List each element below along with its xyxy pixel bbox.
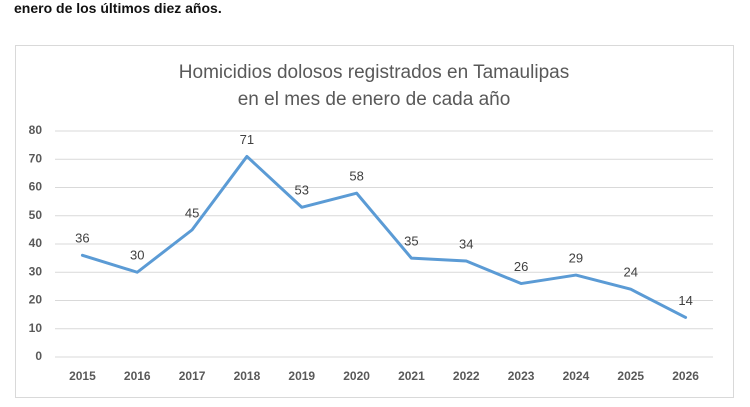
data-label: 14 <box>678 293 692 308</box>
data-label: 36 <box>75 231 89 246</box>
x-tick-label: 2022 <box>453 369 480 383</box>
x-tick-label: 2019 <box>288 369 315 383</box>
x-tick-label: 2016 <box>124 369 151 383</box>
data-label: 34 <box>459 236 473 251</box>
x-tick-label: 2015 <box>69 369 96 383</box>
data-label: 35 <box>404 234 418 249</box>
data-label: 24 <box>624 265 638 280</box>
y-tick-label: 10 <box>29 321 43 335</box>
y-tick-label: 70 <box>29 151 43 165</box>
document-text: enero de los últimos diez años. <box>14 0 222 16</box>
data-label: 26 <box>514 259 528 274</box>
data-label: 30 <box>130 248 144 263</box>
x-tick-label: 2017 <box>179 369 206 383</box>
data-label: 29 <box>569 251 583 266</box>
y-tick-label: 50 <box>29 208 43 222</box>
y-tick-label: 20 <box>29 293 43 307</box>
chart-title: Homicidios dolosos registrados en Tamaul… <box>179 62 569 83</box>
y-tick-label: 80 <box>29 123 43 137</box>
data-label: 45 <box>185 205 199 220</box>
x-tick-label: 2023 <box>508 369 535 383</box>
data-label: 71 <box>240 132 254 147</box>
x-tick-label: 2021 <box>398 369 425 383</box>
chart-frame <box>15 45 734 398</box>
x-tick-label: 2020 <box>343 369 370 383</box>
x-tick-label: 2026 <box>672 369 699 383</box>
x-tick-label: 2018 <box>234 369 261 383</box>
data-line <box>80 154 688 319</box>
chart-title: en el mes de enero de cada año <box>238 89 511 110</box>
x-tick-label: 2024 <box>563 369 590 383</box>
y-tick-label: 0 <box>35 349 42 363</box>
y-tick-label: 40 <box>29 236 43 250</box>
y-tick-label: 60 <box>29 180 43 194</box>
x-tick-label: 2025 <box>617 369 644 383</box>
data-label: 53 <box>295 183 309 198</box>
data-label: 58 <box>349 169 363 184</box>
y-tick-label: 30 <box>29 264 43 278</box>
